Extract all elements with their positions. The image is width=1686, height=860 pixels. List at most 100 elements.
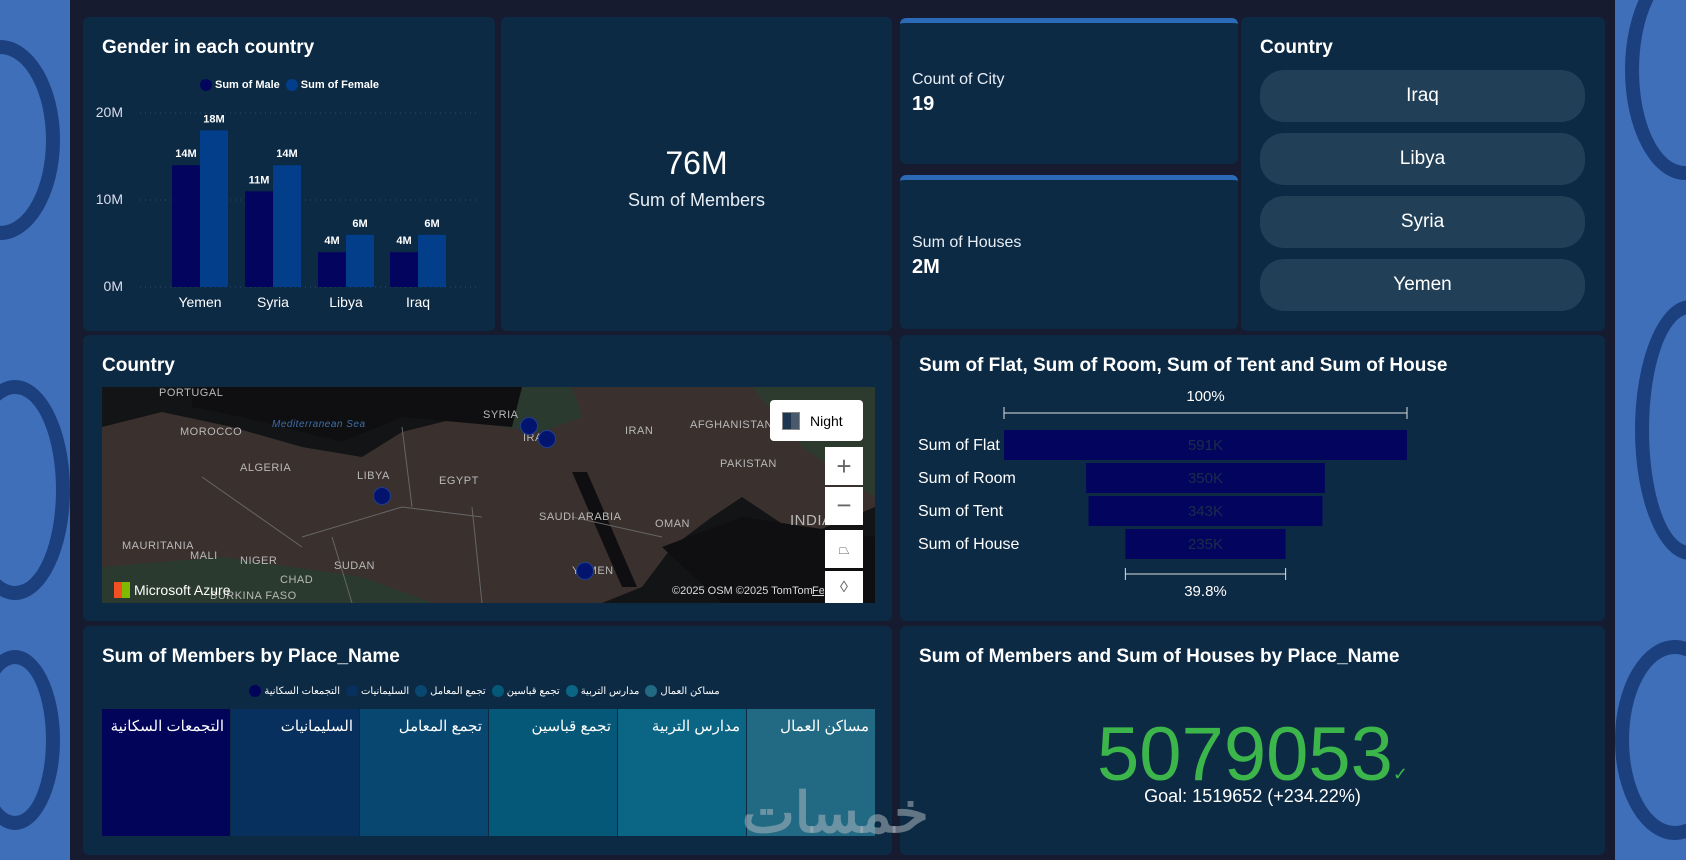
bar-syria-male[interactable] [245,191,273,287]
legend-dot [249,685,262,697]
chart-title: Gender in each country [102,37,315,58]
bubble-yemen[interactable] [576,562,594,580]
bar-yemen-female[interactable] [200,130,228,287]
map-label: BURKINA FASO [210,590,297,602]
bar-libya-female[interactable] [346,234,374,287]
funnel-title: Sum of Flat, Sum of Room, Sum of Tent an… [919,355,1448,376]
funnel-value: 235K [1188,536,1223,553]
map-label: SUDAN [334,560,376,572]
treemap-cell[interactable]: تجمع المعامل [360,709,489,836]
map-panel: Country PORTUGAL MOROCCO ALGERIA LIBYA E… [83,335,892,621]
sum-of-members-card: 76M Sum of Members [501,17,892,331]
card-label: Sum of Houses [912,234,1022,251]
x-tick: Iraq [406,294,430,310]
legend-dot [565,685,578,697]
treemap: التجمعات السكانية السليمانيات تجمع المعامل… [102,709,876,836]
bubble-syria[interactable] [520,417,538,435]
kpi-value: 5079053✓ [900,711,1605,798]
compass-button[interactable]: ◊ [825,571,863,603]
funnel-category: Sum of Flat [918,437,1000,454]
legend-label: تجمع المعامل [430,685,486,697]
map-label: CHAD [280,574,314,586]
funnel-bottom-percent: 39.8% [1184,583,1227,600]
map-title: Country [102,355,175,376]
data-label: 11M [249,174,270,186]
map-label: NIGER [240,555,278,567]
legend-item[interactable]: السليمانيات [346,685,409,697]
legend-item-female[interactable]: Sum of Female [285,79,379,91]
funnel-chart: 591K Sum of Flat 350K Sum of Room 343K Sum of… [918,407,1408,580]
funnel-bar[interactable] [1088,496,1323,526]
data-label: 14M [276,148,297,160]
treemap-cell[interactable]: مساكن العمال [747,709,876,836]
funnel-category: Sum of Tent [918,503,1004,520]
bar-iraq-female[interactable] [418,234,446,287]
data-label: 4M [324,235,339,247]
legend-item[interactable]: مساكن العمال [645,685,720,697]
pitch-button[interactable]: ⏢ [825,530,863,568]
treemap-title: Sum of Members by Place_Name [102,646,400,667]
slicer-item-libya[interactable]: Libya [1260,133,1585,185]
treemap-cell[interactable]: تجمع قباسين [489,709,618,836]
legend-label: مساكن العمال [660,685,720,697]
members-label: Sum of Members [627,190,766,210]
card-value: 19 [912,93,935,115]
country-slicer: Country Iraq Libya Syria Yemen [1241,17,1605,331]
map-label: INDIA [790,512,833,529]
legend-item[interactable]: تجمع المعامل [415,685,486,697]
funnel-bar[interactable] [1004,430,1407,460]
map-label: EGYPT [439,475,479,487]
bar-libya-male[interactable] [318,252,346,287]
gender-chart-panel: Gender in each country Sum of Male Sum o… [83,17,495,331]
legend-label: تجمع قباسين [506,685,560,697]
map-label: MAURITANIA [122,540,195,552]
bubble-iraq[interactable] [538,430,556,448]
legend-dot [415,685,428,697]
funnel-bar[interactable] [1125,529,1286,559]
legend-item[interactable]: التجمعات السكانية [249,685,340,697]
bubble-libya[interactable] [373,487,391,505]
card-value: 2M [912,256,940,278]
pitch-icon: ⏢ [838,541,850,557]
legend-item-male[interactable]: Sum of Male [200,79,280,91]
data-label: 6M [424,218,439,230]
legend-dot [645,685,658,697]
funnel-value: 343K [1188,503,1223,520]
legend-item[interactable]: تجمع قباسين [491,685,560,697]
legend-label: التجمعات السكانية [264,685,340,697]
zoom-out-button[interactable]: − [825,487,863,525]
zoom-in-button[interactable]: + [825,447,863,485]
members-value: 76M [665,145,728,181]
background-pattern-right [1615,0,1686,860]
microsoft-logo-icon [114,582,130,598]
map-label: SYRIA [483,409,519,421]
funnel-category: Sum of House [918,536,1019,553]
treemap-cell[interactable]: مدارس التربية [618,709,747,836]
bar-syria-female[interactable] [273,165,301,287]
map-style-button[interactable]: Night [770,400,863,441]
bar-yemen-male[interactable] [172,165,200,287]
legend-item[interactable]: مدارس التربية [565,685,639,697]
y-tick: 20M [95,104,123,120]
x-tick: Yemen [178,294,221,310]
map-label: MOROCCO [180,426,243,438]
slicer-item-yemen[interactable]: Yemen [1260,259,1585,311]
data-label: 4M [396,235,411,247]
slicer-item-syria[interactable]: Syria [1260,196,1585,248]
funnel-bar[interactable] [1086,463,1325,493]
map-style-label: Night [810,412,843,429]
treemap-cell[interactable]: التجمعات السكانية [102,709,231,836]
y-tick: 10M [95,191,123,207]
watermark-logo: خمسات [742,781,929,844]
data-label: 18M [203,113,224,125]
bar-iraq-male[interactable] [390,252,418,287]
feedback-link[interactable]: Feedback [812,585,824,597]
treemap-cell[interactable]: السليمانيات [231,709,360,836]
checkmark-icon: ✓ [1392,764,1408,784]
x-tick: Syria [257,294,289,310]
x-tick: Libya [329,294,363,310]
map-canvas[interactable]: PORTUGAL MOROCCO ALGERIA LIBYA EGYPT SYR… [102,387,875,603]
map-label: Mediterranean Sea [272,419,366,430]
slicer-item-iraq[interactable]: Iraq [1260,70,1585,122]
data-label: 6M [352,218,367,230]
